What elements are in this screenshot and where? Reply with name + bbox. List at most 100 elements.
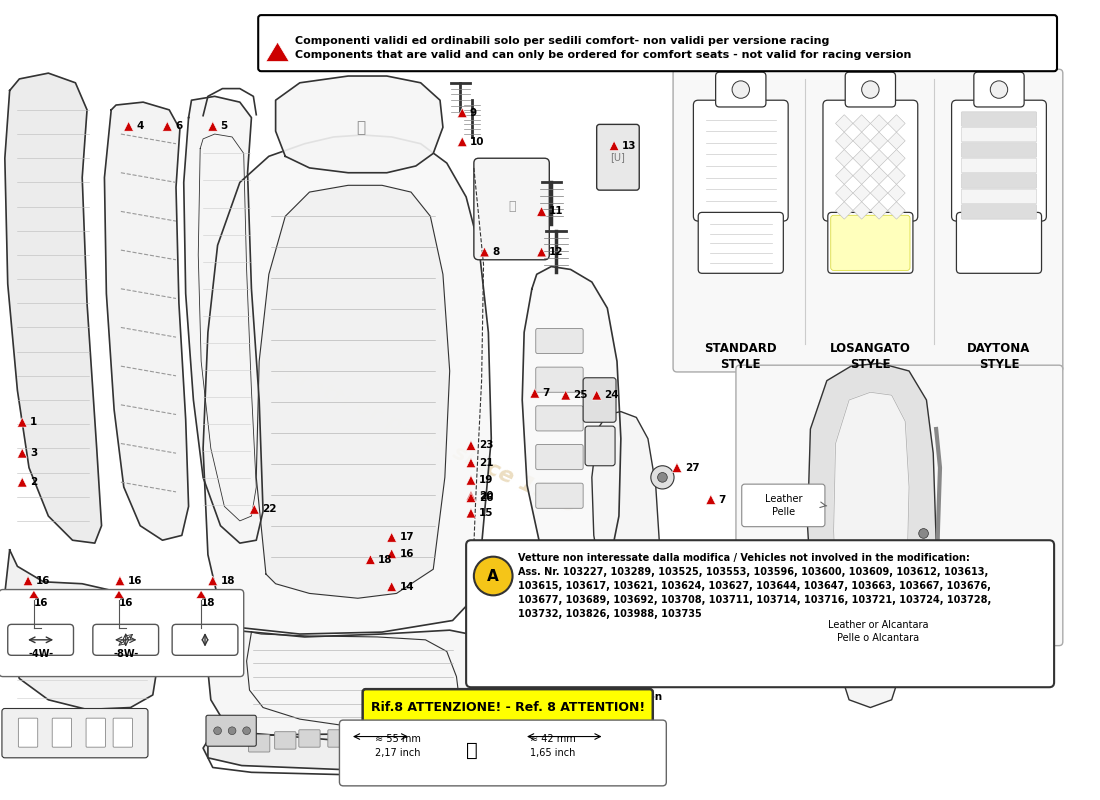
FancyBboxPatch shape: [52, 718, 72, 747]
FancyBboxPatch shape: [381, 730, 403, 747]
Polygon shape: [116, 576, 124, 586]
FancyBboxPatch shape: [363, 689, 652, 726]
Polygon shape: [23, 576, 33, 586]
Polygon shape: [888, 184, 905, 202]
FancyBboxPatch shape: [432, 734, 453, 751]
Circle shape: [651, 466, 674, 489]
Polygon shape: [870, 167, 888, 184]
Text: A: A: [487, 569, 499, 583]
Text: LOSANGATO
STYLE: LOSANGATO STYLE: [829, 342, 911, 371]
FancyBboxPatch shape: [536, 367, 583, 392]
Text: STANDARD
STYLE: STANDARD STYLE: [704, 342, 777, 371]
Text: 7: 7: [542, 388, 550, 398]
FancyBboxPatch shape: [828, 212, 913, 274]
Text: 6: 6: [175, 122, 183, 131]
Polygon shape: [807, 363, 936, 640]
Text: DAYTONA
STYLE: DAYTONA STYLE: [967, 342, 1031, 371]
Polygon shape: [466, 491, 476, 501]
Text: Leather or Alcantara
Pelle o Alcantara: Leather or Alcantara Pelle o Alcantara: [828, 619, 928, 642]
Polygon shape: [852, 167, 870, 184]
Polygon shape: [836, 184, 852, 202]
FancyBboxPatch shape: [956, 212, 1042, 274]
Text: 12: 12: [549, 247, 564, 257]
Polygon shape: [836, 167, 852, 184]
Polygon shape: [196, 590, 206, 598]
Text: 20: 20: [478, 490, 493, 501]
Polygon shape: [204, 135, 492, 634]
FancyBboxPatch shape: [961, 189, 1036, 204]
Text: -8W-: -8W-: [113, 649, 139, 659]
Polygon shape: [466, 458, 476, 468]
Text: 8: 8: [492, 247, 499, 257]
FancyBboxPatch shape: [716, 72, 766, 107]
Polygon shape: [436, 696, 575, 770]
Polygon shape: [466, 441, 476, 450]
Polygon shape: [672, 463, 682, 473]
Polygon shape: [870, 202, 888, 219]
Polygon shape: [537, 206, 547, 216]
Text: Componenti validi ed ordinabili solo per sedili comfort- non validi per versione: Componenti validi ed ordinabili solo per…: [295, 36, 829, 46]
Text: 3: 3: [30, 448, 37, 458]
Polygon shape: [266, 42, 289, 62]
FancyBboxPatch shape: [536, 406, 583, 431]
Text: 5: 5: [220, 122, 228, 131]
Circle shape: [733, 81, 749, 98]
Text: 1: 1: [30, 418, 37, 427]
FancyBboxPatch shape: [355, 730, 376, 747]
Circle shape: [861, 81, 879, 98]
Text: 26: 26: [478, 493, 493, 502]
Text: 25: 25: [573, 390, 588, 400]
FancyBboxPatch shape: [952, 100, 1046, 221]
FancyBboxPatch shape: [698, 212, 783, 274]
FancyBboxPatch shape: [823, 100, 917, 221]
FancyBboxPatch shape: [741, 484, 825, 526]
Polygon shape: [458, 137, 468, 146]
FancyBboxPatch shape: [736, 365, 1063, 646]
Polygon shape: [104, 102, 188, 540]
Text: 14: 14: [399, 582, 414, 592]
Text: 𝔉: 𝔉: [509, 200, 516, 213]
Polygon shape: [466, 508, 476, 518]
Text: 16: 16: [33, 598, 48, 608]
FancyBboxPatch shape: [258, 15, 1057, 71]
Text: [U]: [U]: [610, 152, 626, 162]
FancyBboxPatch shape: [536, 329, 583, 354]
Polygon shape: [458, 108, 468, 118]
FancyBboxPatch shape: [974, 72, 1024, 107]
Polygon shape: [592, 412, 660, 611]
FancyBboxPatch shape: [693, 100, 789, 221]
FancyBboxPatch shape: [961, 174, 1036, 188]
Polygon shape: [852, 132, 870, 150]
Polygon shape: [530, 388, 540, 398]
Polygon shape: [836, 202, 852, 219]
Text: Rif.8 ATTENZIONE! - Ref. 8 ATTENTION!: Rif.8 ATTENZIONE! - Ref. 8 ATTENTION!: [371, 701, 645, 714]
Polygon shape: [852, 150, 870, 167]
FancyBboxPatch shape: [466, 540, 1054, 687]
Circle shape: [474, 557, 513, 595]
FancyBboxPatch shape: [299, 730, 320, 747]
Text: Soluzione superata
Old solution: Soluzione superata Old solution: [570, 681, 683, 702]
FancyBboxPatch shape: [673, 70, 1063, 372]
Polygon shape: [592, 390, 602, 400]
Polygon shape: [114, 590, 124, 598]
Text: 10: 10: [470, 137, 484, 146]
Polygon shape: [18, 448, 28, 458]
Text: 17: 17: [399, 532, 414, 542]
Polygon shape: [18, 418, 28, 427]
FancyBboxPatch shape: [113, 718, 132, 747]
Polygon shape: [836, 132, 852, 150]
FancyBboxPatch shape: [474, 158, 549, 260]
Polygon shape: [888, 202, 905, 219]
Text: -4W-: -4W-: [29, 649, 53, 659]
Polygon shape: [834, 392, 909, 618]
Polygon shape: [208, 630, 513, 741]
FancyBboxPatch shape: [206, 715, 256, 746]
Text: 16: 16: [128, 576, 142, 586]
Polygon shape: [590, 609, 662, 666]
Polygon shape: [480, 247, 490, 257]
Polygon shape: [276, 76, 443, 173]
Text: 19: 19: [478, 475, 493, 486]
Text: 18: 18: [200, 598, 216, 608]
FancyBboxPatch shape: [845, 72, 895, 107]
FancyBboxPatch shape: [2, 709, 148, 758]
